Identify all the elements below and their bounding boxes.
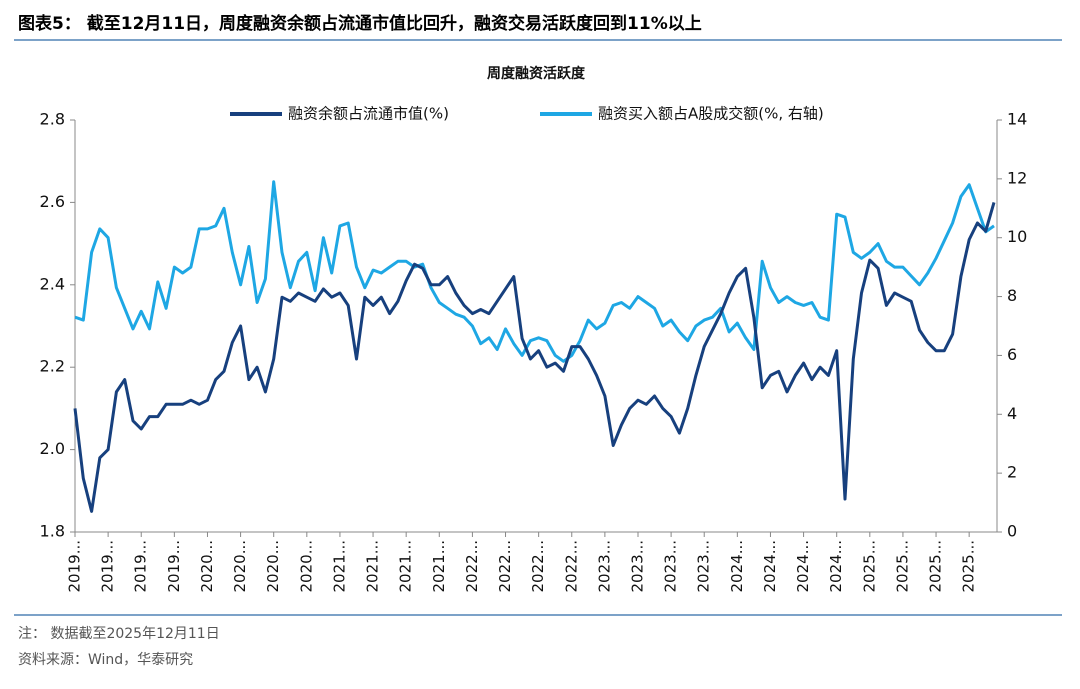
x-tick-label: 2021... <box>430 540 448 592</box>
y2-tick-label: 12 <box>1007 168 1027 187</box>
x-tick-label: 2023... <box>695 540 713 592</box>
y2-tick-label: 6 <box>1007 345 1017 364</box>
x-tick-label: 2019... <box>99 540 117 592</box>
x-tick-label: 2019... <box>165 540 183 592</box>
x-tick-label: 2019... <box>132 540 150 592</box>
y2-tick-label: 2 <box>1007 463 1017 482</box>
y-tick-label: 1.8 <box>40 522 65 541</box>
x-tick-label: 2020... <box>231 540 249 592</box>
x-tick-label: 2025... <box>860 540 878 592</box>
series-line <box>73 201 996 513</box>
x-tick-label: 2023... <box>662 540 680 592</box>
y-tick-label: 2.6 <box>40 192 65 211</box>
x-tick-label: 2020... <box>198 540 216 592</box>
x-tick-label: 2021... <box>364 540 382 592</box>
x-tick-label: 2022... <box>529 540 547 592</box>
y-tick-label: 2.8 <box>40 110 65 129</box>
x-tick-label: 2023... <box>628 540 646 592</box>
x-tick-label: 2023... <box>595 540 613 592</box>
x-tick-label: 2024... <box>827 540 845 592</box>
y2-tick-label: 0 <box>1007 522 1017 541</box>
y2-tick-label: 8 <box>1007 286 1017 305</box>
source: 资料来源：Wind，华泰研究 <box>18 652 193 668</box>
y2-tick-label: 14 <box>1007 110 1027 129</box>
x-tick-label: 2024... <box>761 540 779 592</box>
legend-label: 融资余额占流通市值(%) <box>288 105 449 123</box>
x-tick-label: 2024... <box>794 540 812 592</box>
x-tick-label: 2022... <box>463 540 481 592</box>
x-tick-label: 2025... <box>927 540 945 592</box>
y2-tick-label: 10 <box>1007 227 1027 246</box>
chart-title: 周度融资活跃度 <box>487 65 586 82</box>
legend-label: 融资买入额占A股成交额(%, 右轴) <box>598 105 824 123</box>
y-tick-label: 2.4 <box>40 274 65 293</box>
x-tick-label: 2024... <box>728 540 746 592</box>
series-line <box>74 180 995 363</box>
x-tick-label: 2025... <box>893 540 911 592</box>
x-tick-label: 2022... <box>496 540 514 592</box>
x-tick-label: 2019... <box>66 540 84 592</box>
header-title: 图表5： 截至12月11日，周度融资余额占流通市值比回升，融资交易活跃度回到11… <box>18 13 702 34</box>
x-tick-label: 2025... <box>960 540 978 592</box>
x-tick-label: 2020... <box>264 540 282 592</box>
x-tick-label: 2022... <box>562 540 580 592</box>
x-tick-label: 2021... <box>397 540 415 592</box>
x-tick-label: 2021... <box>330 540 348 592</box>
note: 注： 数据截至2025年12月11日 <box>18 626 220 642</box>
y-tick-label: 2.0 <box>40 439 65 458</box>
y2-tick-label: 4 <box>1007 404 1017 423</box>
x-tick-label: 2020... <box>297 540 315 592</box>
y-tick-label: 2.2 <box>40 357 65 376</box>
